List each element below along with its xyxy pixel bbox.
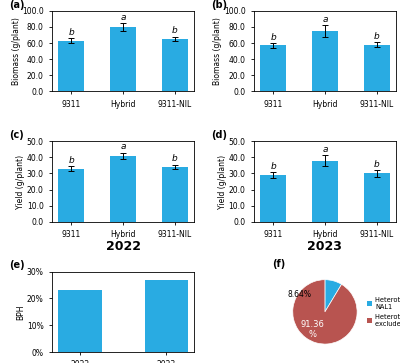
Text: (b): (b) xyxy=(211,0,227,10)
Text: b: b xyxy=(374,32,380,41)
Text: b: b xyxy=(172,154,178,163)
Text: b: b xyxy=(270,162,276,171)
Bar xyxy=(364,174,390,222)
Bar xyxy=(58,169,84,222)
Y-axis label: Yield (g/plant): Yield (g/plant) xyxy=(16,154,25,209)
Bar xyxy=(110,27,136,91)
Y-axis label: Biomass (g/plant): Biomass (g/plant) xyxy=(12,17,20,85)
Bar xyxy=(162,167,188,222)
Bar xyxy=(312,160,338,222)
Text: (e): (e) xyxy=(9,260,25,270)
Bar xyxy=(58,290,102,352)
Text: b: b xyxy=(172,26,178,36)
Text: a: a xyxy=(322,144,328,154)
Y-axis label: Yield (g/plant): Yield (g/plant) xyxy=(218,154,227,209)
Wedge shape xyxy=(325,280,342,312)
Text: (a): (a) xyxy=(9,0,25,10)
Bar xyxy=(364,45,390,91)
Bar xyxy=(162,39,188,91)
Text: b: b xyxy=(68,28,74,37)
Bar xyxy=(58,41,84,91)
Text: (d): (d) xyxy=(211,130,227,140)
Text: b: b xyxy=(68,156,74,165)
Bar xyxy=(260,175,286,222)
X-axis label: 2022: 2022 xyxy=(106,240,140,253)
Text: b: b xyxy=(270,33,276,42)
Text: a: a xyxy=(120,142,126,151)
X-axis label: 2023: 2023 xyxy=(308,240,342,253)
Text: 91.36
%: 91.36 % xyxy=(301,320,325,339)
Y-axis label: BPH: BPH xyxy=(16,304,26,320)
Text: a: a xyxy=(120,13,126,22)
Text: (f): (f) xyxy=(273,259,286,269)
Text: 8.64%: 8.64% xyxy=(287,290,311,299)
Bar xyxy=(260,45,286,91)
Text: b: b xyxy=(374,160,380,169)
Text: a: a xyxy=(322,15,328,24)
Bar xyxy=(110,156,136,222)
Text: (c): (c) xyxy=(9,130,24,140)
Y-axis label: Biomass (g/plant): Biomass (g/plant) xyxy=(213,17,222,85)
Legend: Heterotic effect of
NAL1, Heterotic effect
exclude NAL1: Heterotic effect of NAL1, Heterotic effe… xyxy=(364,294,400,330)
Bar xyxy=(312,31,338,91)
Wedge shape xyxy=(293,280,357,344)
Bar xyxy=(145,280,188,352)
